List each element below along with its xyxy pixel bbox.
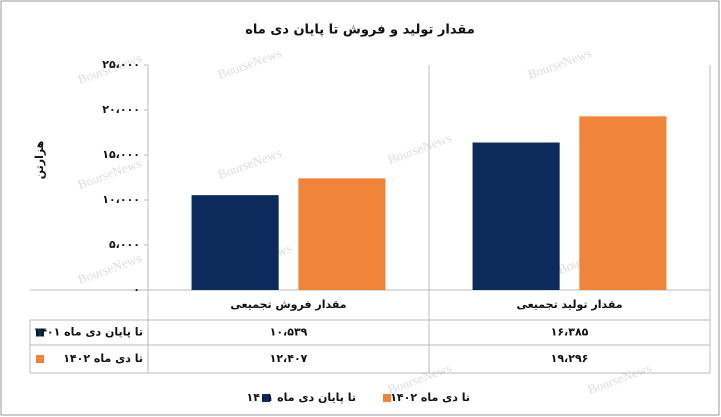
category-label: مقدار فروش تجمیعی bbox=[230, 298, 346, 311]
table-series-name: تا پایان دی ماه ۱۴۰۱ bbox=[33, 326, 143, 339]
category-label: مقدار تولید تجمیعی bbox=[516, 298, 622, 311]
legend-swatch bbox=[36, 355, 44, 363]
table-value: ۱۶،۳۸۵ bbox=[551, 326, 589, 339]
bar bbox=[298, 178, 386, 290]
y-tick-label: ۱۰،۰۰۰ bbox=[102, 193, 140, 206]
y-tick-label: ۱۵،۰۰۰ bbox=[102, 148, 140, 161]
legend-swatch bbox=[262, 394, 270, 402]
y-tick-label: ۲۵،۰۰۰ bbox=[102, 58, 140, 71]
bar bbox=[472, 142, 560, 290]
y-tick-label: ۵،۰۰۰ bbox=[109, 238, 140, 251]
table-value: ۱۹،۲۹۶ bbox=[551, 352, 589, 365]
legend-label: تا پایان دی ماه ۱۴۰۱ bbox=[246, 391, 356, 404]
legend-swatch bbox=[36, 328, 44, 337]
y-tick-label: ۰ bbox=[133, 283, 140, 296]
bar bbox=[579, 116, 667, 290]
bar bbox=[191, 195, 279, 290]
table-series-name: تا دی ماه ۱۴۰۲ bbox=[63, 352, 143, 365]
legend-label: تا دی ماه ۱۴۰۲ bbox=[390, 391, 470, 404]
table-value: ۱۰،۵۳۹ bbox=[270, 326, 308, 339]
table-value: ۱۲،۴۰۷ bbox=[270, 352, 308, 365]
y-axis-label: هزارتن bbox=[33, 141, 46, 180]
legend-swatch bbox=[383, 394, 391, 402]
chart-title: مقدار تولید و فروش تا پایان دی ماه bbox=[245, 23, 475, 38]
y-tick-label: ۲۰،۰۰۰ bbox=[102, 103, 140, 116]
